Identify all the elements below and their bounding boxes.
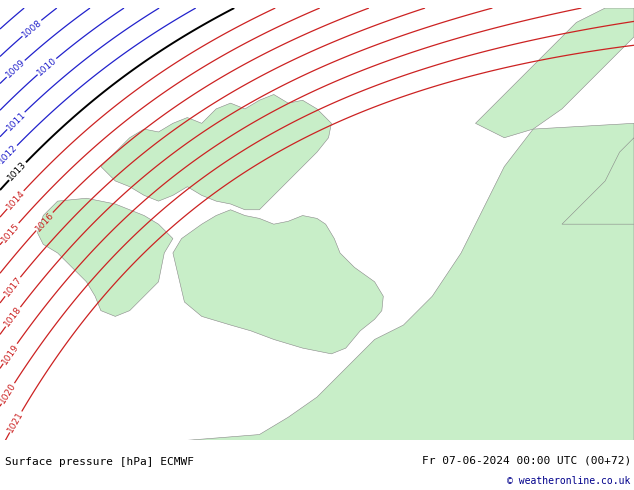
Polygon shape: [187, 123, 634, 441]
Text: 1021: 1021: [6, 410, 25, 434]
Polygon shape: [101, 95, 332, 210]
Text: 1009: 1009: [4, 58, 27, 80]
Text: Surface pressure [hPa] ECMWF: Surface pressure [hPa] ECMWF: [5, 457, 194, 466]
Text: 1014: 1014: [4, 188, 27, 211]
Text: 1019: 1019: [0, 342, 20, 366]
Text: Fr 07-06-2024 00:00 UTC (00+72): Fr 07-06-2024 00:00 UTC (00+72): [422, 455, 631, 465]
Text: © weatheronline.co.uk: © weatheronline.co.uk: [507, 476, 631, 486]
Text: 1010: 1010: [36, 56, 58, 77]
Polygon shape: [562, 138, 634, 224]
Text: 1011: 1011: [4, 109, 27, 132]
Polygon shape: [173, 210, 384, 354]
Polygon shape: [37, 198, 173, 317]
Text: 1013: 1013: [6, 160, 29, 183]
Text: 1020: 1020: [0, 381, 18, 405]
Text: 1015: 1015: [0, 220, 22, 244]
Text: 1012: 1012: [0, 143, 20, 166]
Text: 1008: 1008: [20, 17, 44, 39]
Text: 1017: 1017: [2, 275, 23, 298]
Text: 1016: 1016: [34, 210, 56, 233]
Text: 1018: 1018: [3, 305, 23, 329]
Polygon shape: [476, 8, 634, 138]
